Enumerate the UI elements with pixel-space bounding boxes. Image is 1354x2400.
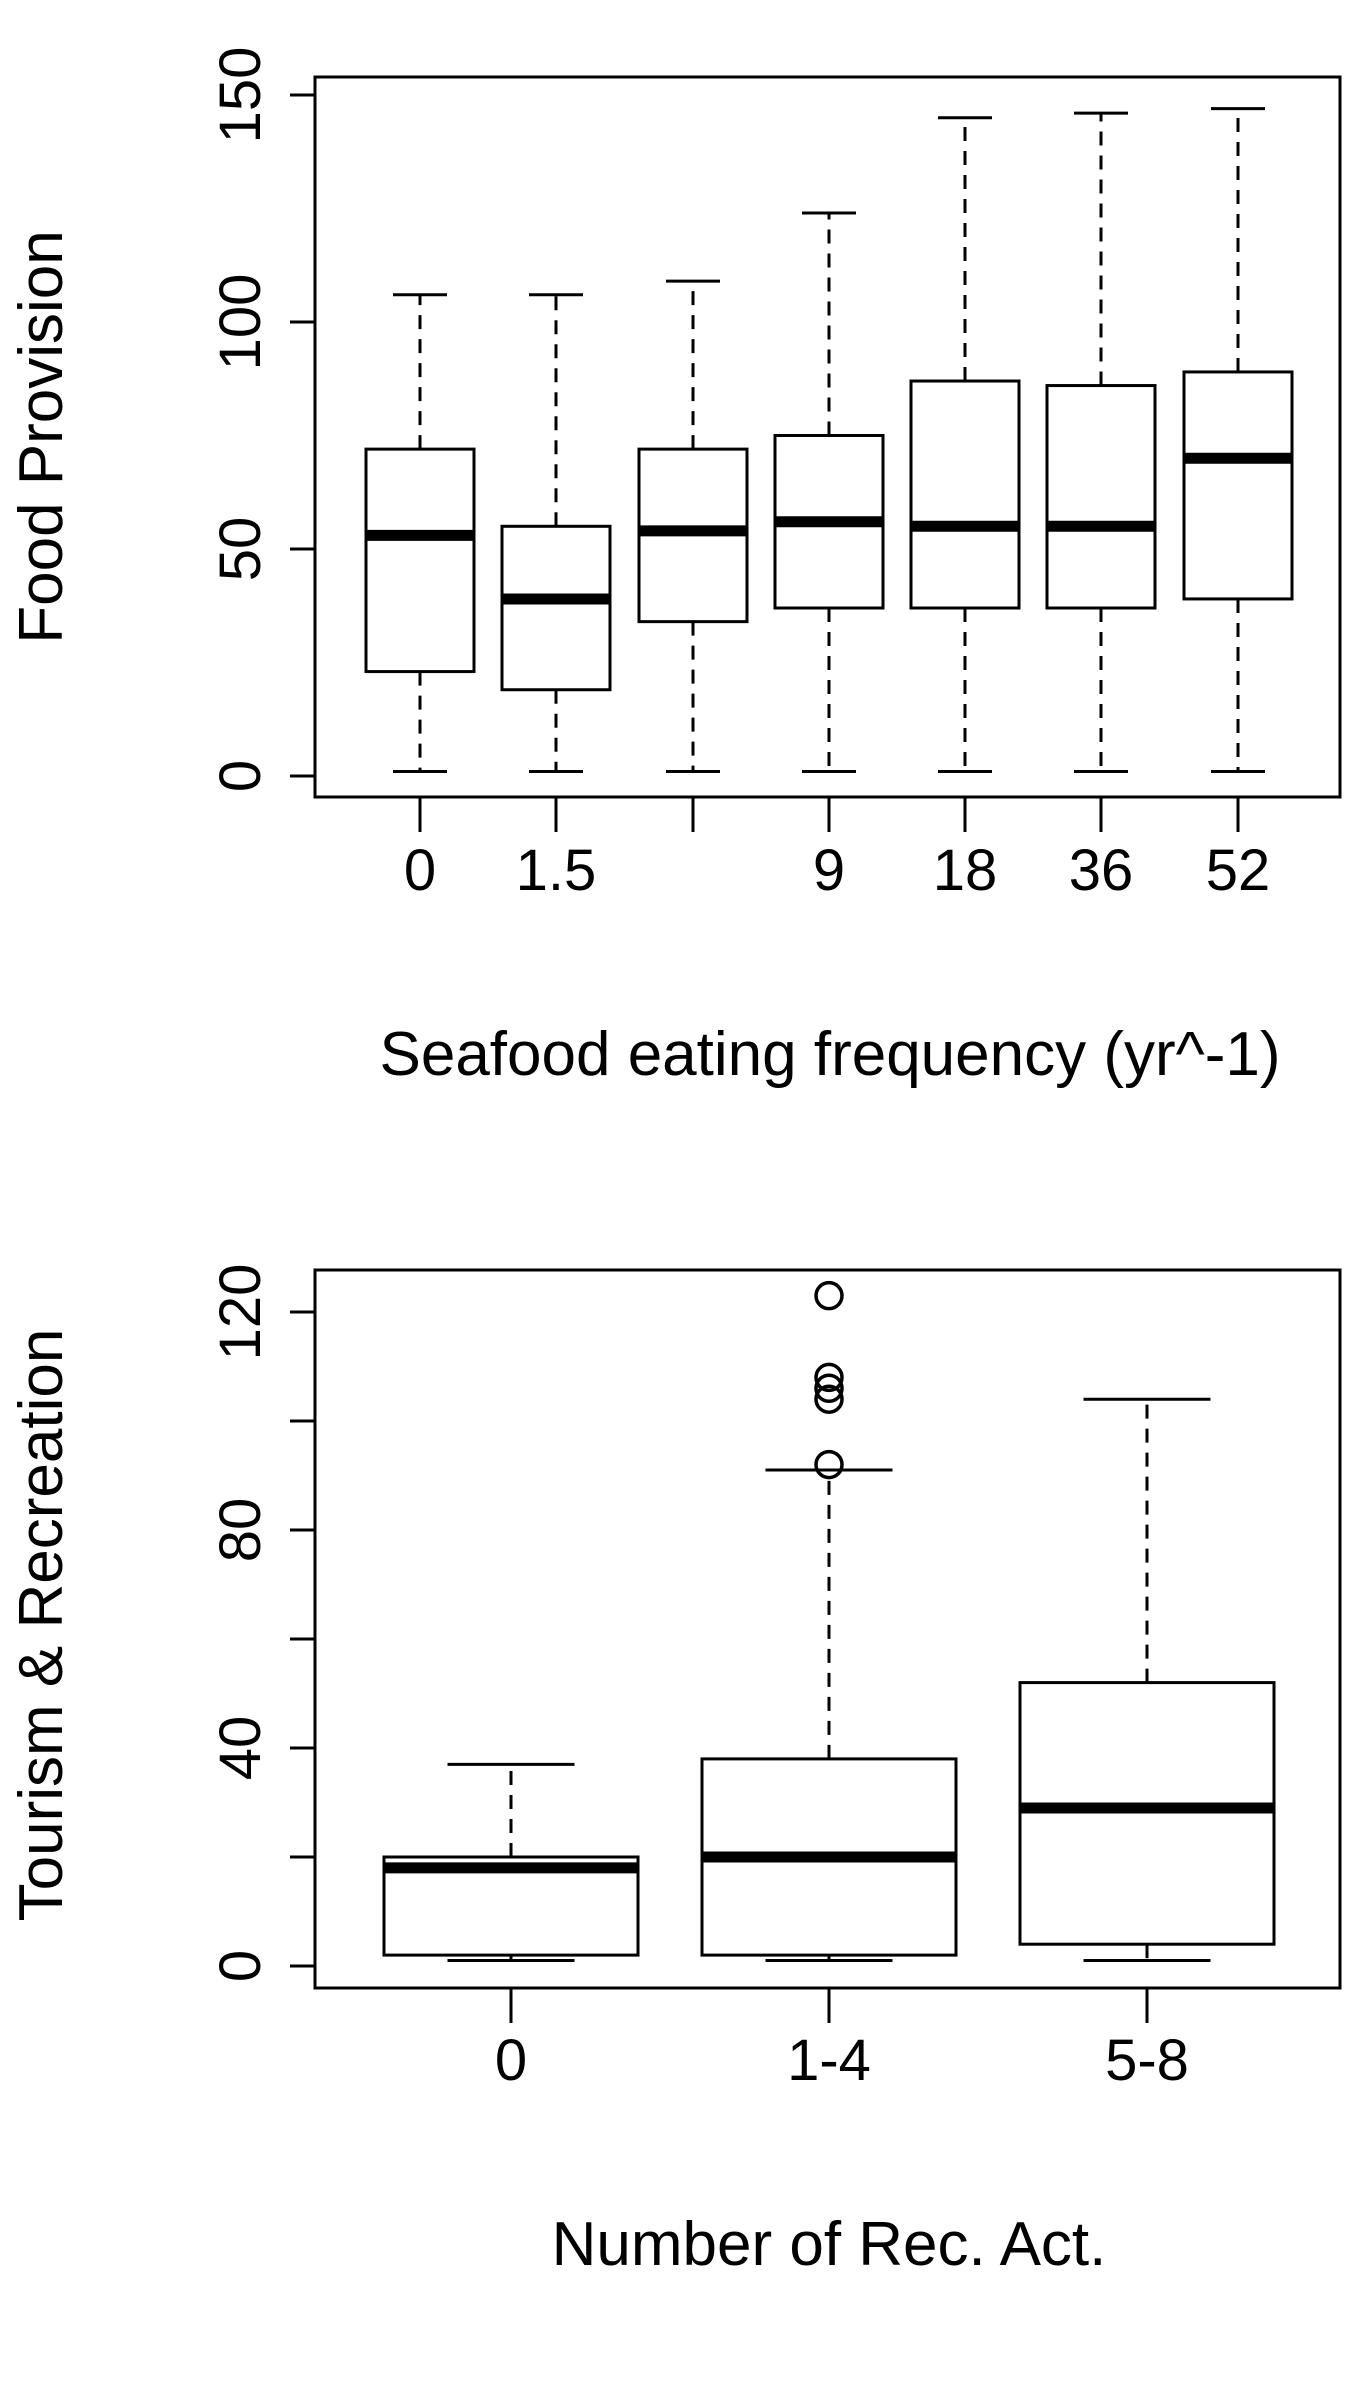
box-group — [500, 293, 612, 773]
x-tick-label: 0 — [404, 838, 436, 903]
y-tick-label: 150 — [208, 47, 273, 144]
x-tick-label: 0 — [495, 2028, 527, 2093]
y-tick-label: 80 — [208, 1498, 273, 1563]
box-group — [700, 1280, 958, 1963]
iqr-box — [909, 379, 1021, 610]
tourism-recreation-boxplot: 0 40 80 120 0 1-4 5-8 Number of Rec. Act. Touris… — [7, 1264, 1342, 2279]
x-tick-label: 9 — [813, 838, 845, 903]
food-provision-boxplot: 0 50 100 150 0 1.5 9 18 36 52 Seafood eating frequ… — [7, 47, 1342, 1089]
iqr-box — [1182, 370, 1294, 601]
x-axis-title: Seafood eating frequency (yr^-1) — [379, 1020, 1280, 1089]
box-group — [1018, 1397, 1276, 1963]
y-axis-title: Tourism & Recreation — [7, 1329, 76, 1922]
y-tick-label: 100 — [208, 274, 273, 371]
y-tick-label: 40 — [208, 1716, 273, 1781]
box-group — [382, 1762, 640, 1963]
x-tick-label: 18 — [933, 838, 998, 903]
x-tick-label: 1-4 — [787, 2028, 871, 2093]
x-tick-label: 52 — [1206, 838, 1271, 903]
outlier-point — [814, 1373, 844, 1404]
outlier-point — [814, 1362, 844, 1393]
outlier-point — [814, 1280, 844, 1311]
box-group — [909, 116, 1021, 773]
y-axis-title: Food Provision — [7, 230, 76, 644]
x-tick-label: 1.5 — [516, 838, 597, 903]
box-group — [637, 279, 749, 773]
iqr-box — [500, 524, 612, 692]
y-tick-label: 120 — [208, 1264, 273, 1361]
box-group — [773, 211, 885, 773]
box-group — [364, 293, 476, 773]
y-tick-label: 50 — [208, 517, 273, 582]
y-tick-label: 0 — [208, 760, 273, 792]
x-tick-label: 36 — [1069, 838, 1134, 903]
x-tick-label: 5-8 — [1105, 2028, 1189, 2093]
x-axis-title: Number of Rec. Act. — [552, 2210, 1107, 2279]
outlier-point — [814, 1384, 844, 1414]
box-group — [1045, 111, 1157, 773]
y-tick-label: 0 — [208, 1950, 273, 1982]
outlier-point — [814, 1449, 844, 1480]
box-group — [1182, 107, 1294, 773]
iqr-box — [1045, 384, 1157, 610]
iqr-box — [364, 447, 476, 674]
